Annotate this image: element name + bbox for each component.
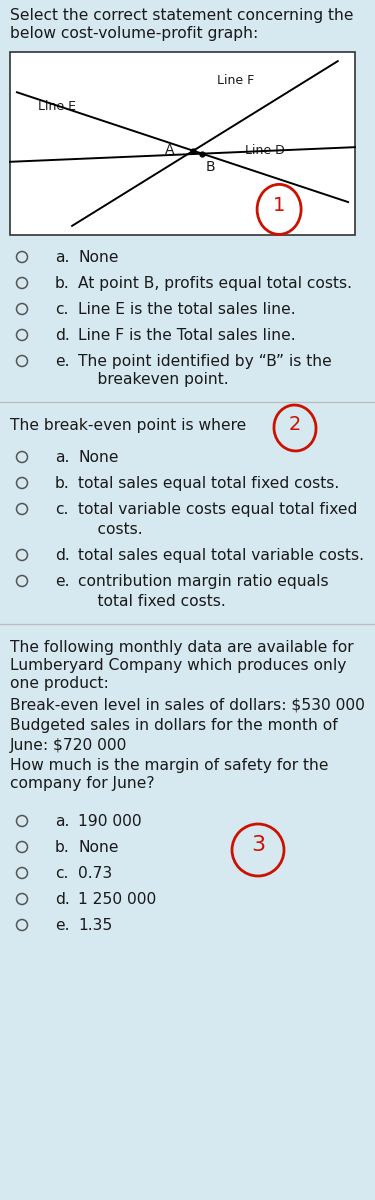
Text: 190 000: 190 000 [78,814,142,829]
Text: Line F: Line F [217,74,254,86]
Text: 2: 2 [289,414,301,433]
Text: None: None [78,840,118,854]
Text: c.: c. [55,502,68,517]
Text: one product:: one product: [10,676,109,691]
Text: 1 250 000: 1 250 000 [78,892,156,907]
Text: 1: 1 [273,196,285,215]
Text: The point identified by “B” is the: The point identified by “B” is the [78,354,332,370]
Text: c.: c. [55,866,68,881]
Text: total sales equal total fixed costs.: total sales equal total fixed costs. [78,476,339,491]
Text: breakeven point.: breakeven point. [78,372,229,386]
Text: d.: d. [55,548,70,563]
Text: company for June?: company for June? [10,776,154,791]
Text: b.: b. [55,276,70,290]
Text: d.: d. [55,892,70,907]
Text: Line E is the total sales line.: Line E is the total sales line. [78,302,296,317]
Text: How much is the margin of safety for the: How much is the margin of safety for the [10,758,328,773]
Text: Line E: Line E [38,100,76,113]
Text: A: A [165,143,175,157]
Text: None: None [78,450,118,464]
Text: total fixed costs.: total fixed costs. [78,594,226,608]
Text: a.: a. [55,250,69,265]
Text: 3: 3 [251,835,265,854]
Text: a.: a. [55,450,69,464]
Text: The following monthly data are available for: The following monthly data are available… [10,640,354,655]
Text: d.: d. [55,328,70,343]
Text: contribution margin ratio equals: contribution margin ratio equals [78,574,328,589]
Text: B: B [206,160,216,174]
Text: Select the correct statement concerning the: Select the correct statement concerning … [10,8,354,23]
Text: 0.73: 0.73 [78,866,112,881]
Text: e.: e. [55,918,69,934]
Text: b.: b. [55,476,70,491]
Text: Line F is the Total sales line.: Line F is the Total sales line. [78,328,296,343]
Text: June: $720 000: June: $720 000 [10,738,128,754]
Text: total sales equal total variable costs.: total sales equal total variable costs. [78,548,364,563]
Text: None: None [78,250,118,265]
Text: Line D: Line D [244,144,284,156]
Text: total variable costs equal total fixed: total variable costs equal total fixed [78,502,357,517]
Bar [10,52,355,235]
Text: c.: c. [55,302,68,317]
Text: e.: e. [55,354,69,370]
Text: Break-even level in sales of dollars: $530 000: Break-even level in sales of dollars: $5… [10,698,365,713]
Text: costs.: costs. [78,522,142,538]
Text: Lumberyard Company which produces only: Lumberyard Company which produces only [10,658,346,673]
Text: below cost-volume-profit graph:: below cost-volume-profit graph: [10,26,258,41]
Text: a.: a. [55,814,69,829]
Text: The break-even point is where: The break-even point is where [10,418,246,433]
Text: Budgeted sales in dollars for the month of: Budgeted sales in dollars for the month … [10,718,338,733]
Text: e.: e. [55,574,69,589]
Text: b.: b. [55,840,70,854]
Text: At point B, profits equal total costs.: At point B, profits equal total costs. [78,276,352,290]
Text: 1.35: 1.35 [78,918,112,934]
